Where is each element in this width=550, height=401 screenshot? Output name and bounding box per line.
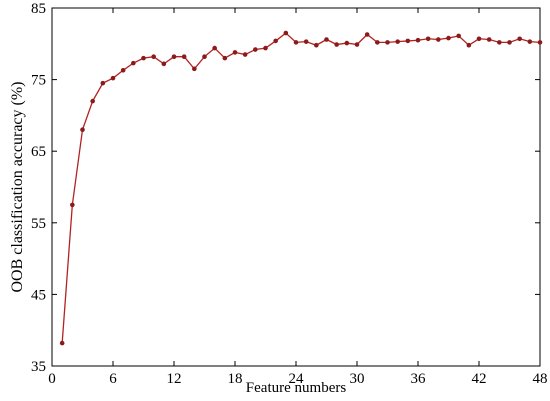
point xyxy=(507,40,512,45)
point xyxy=(151,54,156,59)
point xyxy=(456,33,461,39)
point xyxy=(334,42,339,47)
point xyxy=(202,54,207,59)
point xyxy=(222,55,228,61)
point xyxy=(120,67,126,73)
point xyxy=(395,39,400,44)
point xyxy=(486,37,492,42)
x-tick-label: 36 xyxy=(411,371,427,387)
point xyxy=(415,37,421,43)
point xyxy=(466,42,472,48)
x-tick-label: 42 xyxy=(472,371,487,387)
point xyxy=(425,36,431,42)
point xyxy=(324,37,329,42)
point xyxy=(212,45,217,51)
point xyxy=(90,98,95,104)
x-tick-label: 6 xyxy=(109,371,117,387)
point xyxy=(476,36,482,42)
plot-frame xyxy=(51,7,541,367)
x-tick-label: 18 xyxy=(228,371,243,387)
point xyxy=(59,340,65,346)
point xyxy=(263,45,268,51)
point xyxy=(232,50,238,55)
point xyxy=(405,38,411,44)
point xyxy=(436,37,441,42)
x-tick-label: 12 xyxy=(167,371,182,387)
point xyxy=(303,39,309,44)
y-tick-label: 85 xyxy=(31,1,46,17)
y-axis-label: OOB classification accuracy (%) xyxy=(9,81,26,292)
point xyxy=(192,66,197,72)
y-tick-label: 55 xyxy=(31,216,46,232)
point xyxy=(242,52,248,57)
line xyxy=(61,32,541,344)
y-tick-label: 75 xyxy=(31,73,46,89)
point xyxy=(537,40,543,45)
point xyxy=(70,202,75,208)
point xyxy=(131,60,136,66)
y-tick-label: 65 xyxy=(31,144,46,160)
point xyxy=(375,40,380,45)
point xyxy=(354,42,360,47)
point xyxy=(253,47,258,52)
point xyxy=(110,75,116,81)
point xyxy=(283,30,289,36)
point xyxy=(527,39,533,44)
x-tick-label: 24 xyxy=(289,371,305,387)
point xyxy=(497,40,502,45)
point xyxy=(273,38,278,44)
point xyxy=(314,42,319,48)
point xyxy=(364,32,370,37)
x-tick-label: 48 xyxy=(533,371,548,387)
x-tick-label: 0 xyxy=(48,371,56,387)
x-axis-label: Feature numbers xyxy=(246,380,347,396)
y-tick-label: 45 xyxy=(31,287,46,303)
point xyxy=(80,127,85,133)
y-tick-label: 35 xyxy=(31,359,46,375)
point xyxy=(385,40,390,45)
point xyxy=(161,61,167,67)
point xyxy=(141,55,146,61)
point xyxy=(446,35,451,41)
point xyxy=(100,80,106,86)
x-tick-label: 30 xyxy=(350,371,365,387)
point xyxy=(171,54,177,59)
point xyxy=(293,40,299,45)
point xyxy=(181,54,187,59)
point xyxy=(344,40,350,46)
point xyxy=(517,36,522,42)
